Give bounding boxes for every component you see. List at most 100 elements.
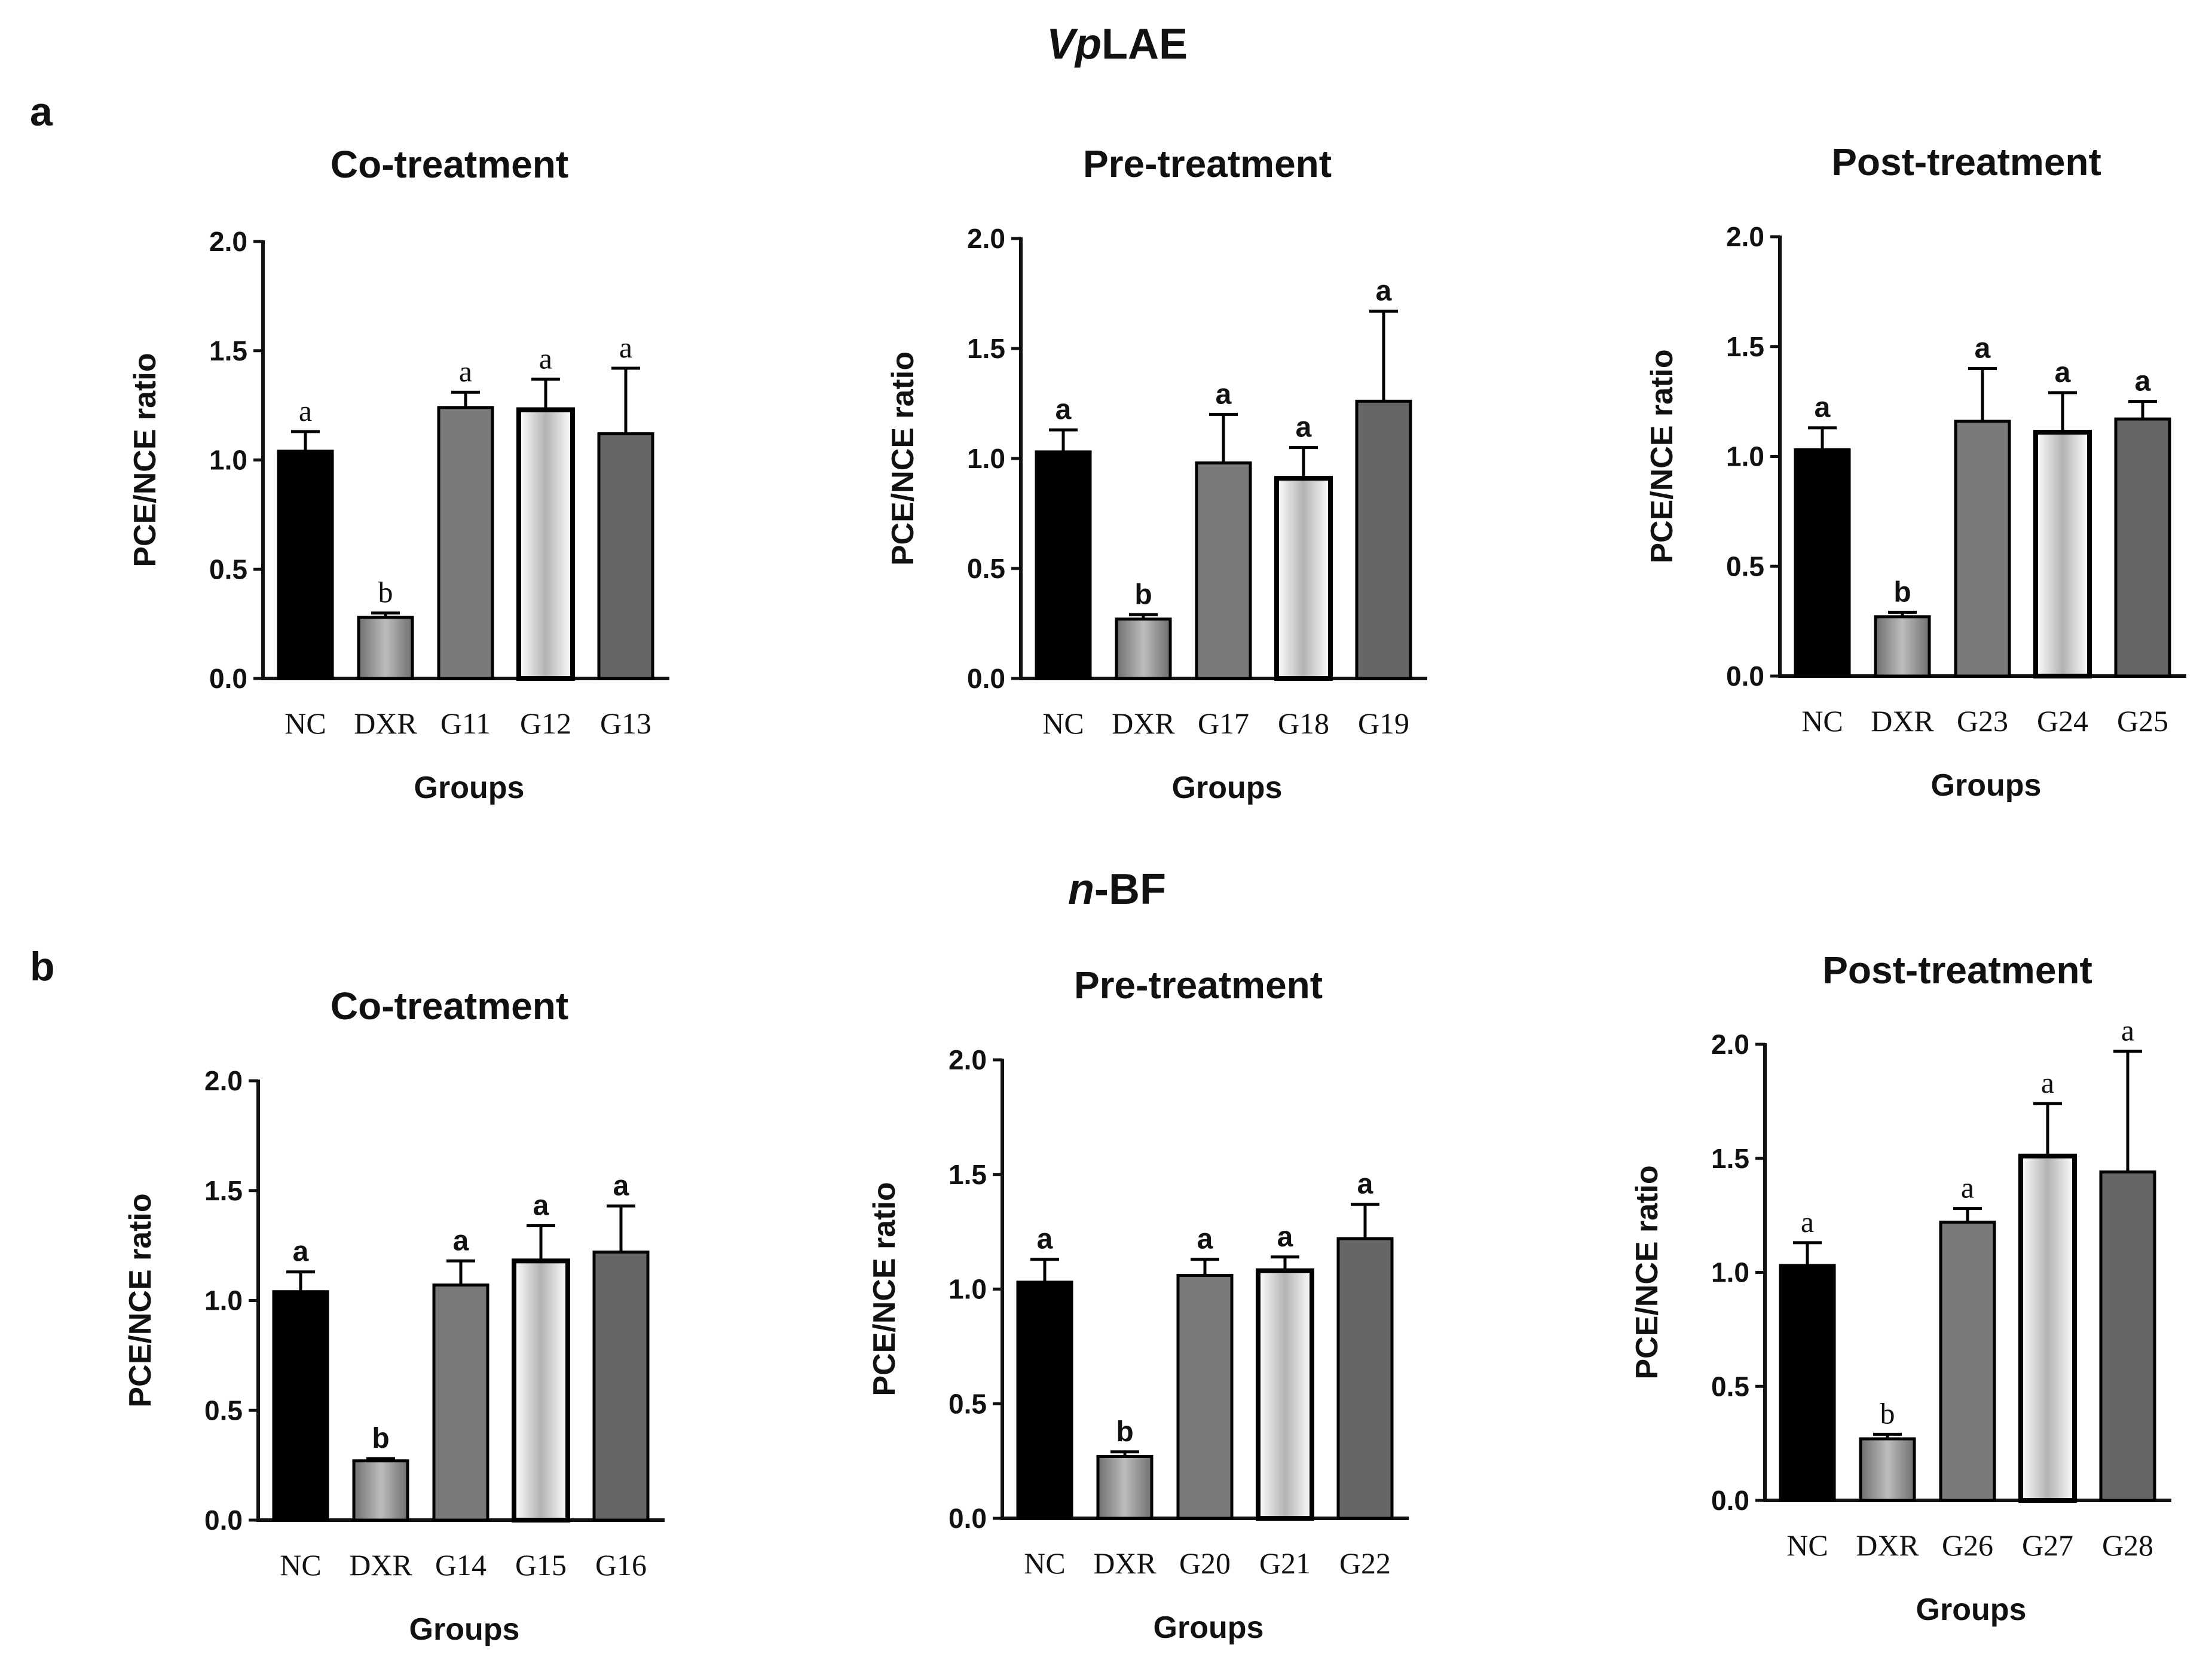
- x-tick-label: G14: [435, 1548, 487, 1582]
- panel-label-b: b: [30, 944, 55, 989]
- y-tick-label: 1.5: [204, 1175, 243, 1206]
- bar-g14: [432, 1283, 489, 1522]
- y-tick-label: 2.0: [967, 223, 1005, 254]
- x-tick-label: G21: [1259, 1546, 1311, 1580]
- bar-g13: [597, 432, 654, 680]
- y-tick-label: 2.0: [949, 1044, 987, 1075]
- bar-nc: [1035, 450, 1092, 680]
- y-axis-label: PCE/NCE ratio: [1645, 349, 1679, 563]
- x-tick-label: NC: [1024, 1546, 1065, 1580]
- x-tick-label: NC: [1801, 704, 1843, 738]
- x-tick-label: G22: [1339, 1546, 1391, 1580]
- significance-label: a: [2121, 1013, 2134, 1047]
- y-tick-label: 1.5: [209, 335, 247, 366]
- x-tick-label: NC: [1042, 707, 1084, 740]
- significance-label: b: [1893, 576, 1911, 608]
- section-title-nbf: n-BF: [1068, 866, 1166, 913]
- significance-label: a: [1037, 1224, 1053, 1255]
- x-tick-label: NC: [280, 1548, 321, 1582]
- y-tick-label: 0.5: [204, 1395, 243, 1426]
- y-tick-label: 1.0: [204, 1285, 243, 1316]
- x-tick-label: G11: [440, 707, 491, 740]
- section-title-vplae: VpLAE: [1047, 20, 1188, 68]
- bar-nc: [1794, 448, 1851, 678]
- x-tick-label: G25: [2117, 704, 2168, 738]
- significance-label: a: [1357, 1169, 1373, 1200]
- chart-title: Post-treatment: [1822, 949, 2092, 992]
- chart-vplae-pre-treatment: Pre-treatment 0.0 0.5 1.0 1.5 2.0 PCE/NCE rati…: [886, 142, 1427, 805]
- y-axis-label: PCE/NCE ratio: [123, 1193, 158, 1407]
- chart-title: Pre-treatment: [1074, 964, 1323, 1007]
- significance-label: a: [1277, 1221, 1293, 1253]
- chart-vplae-co-treatment: Co-treatment 0.0 0.5 1.0 1.5 2.0 PCE/NCE ratio…: [128, 143, 669, 805]
- panel-label-a: a: [30, 89, 53, 134]
- x-axis-label: Groups: [409, 1612, 520, 1647]
- significance-label: a: [1197, 1224, 1213, 1255]
- y-axis-label: PCE/NCE ratio: [886, 351, 920, 565]
- bar-nc: [272, 1290, 329, 1522]
- x-tick-label: DXR: [1871, 704, 1934, 738]
- x-tick-label: G16: [595, 1548, 647, 1582]
- x-tick-label: DXR: [1856, 1528, 1919, 1562]
- y-tick-label: 0.0: [1726, 661, 1764, 692]
- significance-label: a: [539, 341, 552, 375]
- x-axis-label: Groups: [1916, 1592, 2027, 1627]
- x-axis-label: Groups: [1154, 1610, 1264, 1645]
- significance-label: b: [372, 1423, 389, 1454]
- bar-g15: [512, 1258, 570, 1523]
- x-tick-label: NC: [284, 707, 326, 740]
- significance-label: b: [378, 575, 393, 609]
- bar-g24: [2033, 430, 2092, 678]
- significance-label: a: [2135, 366, 2151, 398]
- bar-g22: [1336, 1237, 1394, 1520]
- y-tick-label: 0.5: [1711, 1371, 1749, 1402]
- y-axis-label: PCE/NCE ratio: [867, 1182, 902, 1396]
- x-tick-label: G24: [2037, 704, 2088, 738]
- x-tick-label: G26: [1942, 1528, 1993, 1562]
- y-axis-label: PCE/NCE ratio: [128, 353, 163, 567]
- y-tick-label: 1.5: [1711, 1143, 1749, 1174]
- x-tick-label: NC: [1786, 1528, 1828, 1562]
- bar-g27: [2018, 1153, 2077, 1503]
- significance-label: a: [1801, 1205, 1814, 1239]
- y-tick-label: 2.0: [204, 1065, 243, 1096]
- y-tick-label: 1.0: [967, 443, 1005, 474]
- significance-label: a: [1815, 392, 1831, 424]
- y-tick-label: 0.0: [204, 1505, 243, 1536]
- y-tick-label: 0.5: [949, 1388, 987, 1419]
- significance-label: a: [1975, 333, 1991, 365]
- x-tick-label: G15: [515, 1548, 567, 1582]
- y-tick-label: 0.0: [1711, 1485, 1749, 1516]
- bar-g11: [437, 406, 494, 680]
- y-tick-label: 0.5: [209, 554, 247, 585]
- significance-label: a: [453, 1225, 469, 1257]
- bar-g18: [1274, 476, 1333, 681]
- x-tick-label: G17: [1198, 707, 1249, 740]
- significance-label: a: [619, 331, 632, 364]
- chart-nbf-post-treatment: Post-treatment 0.0 0.5 1.0 1.5 2.0 PCE/NCE rat…: [1630, 949, 2171, 1627]
- chart-title: Co-treatment: [331, 143, 568, 186]
- y-tick-label: 1.0: [1726, 441, 1764, 472]
- bar-g19: [1355, 399, 1412, 680]
- x-tick-label: G19: [1358, 707, 1409, 740]
- y-tick-label: 1.0: [209, 445, 247, 476]
- significance-label: a: [1296, 412, 1312, 444]
- bar-nc: [1779, 1264, 1836, 1502]
- x-axis-label: Groups: [414, 771, 525, 805]
- y-tick-label: 1.5: [967, 333, 1005, 364]
- y-tick-label: 2.0: [1711, 1029, 1749, 1060]
- chart-title: Co-treatment: [331, 985, 568, 1028]
- y-tick-label: 0.5: [1726, 551, 1764, 582]
- significance-label: a: [1961, 1171, 1974, 1205]
- significance-label: a: [1376, 275, 1392, 307]
- y-axis-label: PCE/NCE ratio: [1630, 1165, 1665, 1379]
- bar-nc: [277, 450, 334, 680]
- significance-label: a: [459, 354, 472, 388]
- bar-nc: [1016, 1280, 1073, 1520]
- chart-title: Post-treatment: [1831, 140, 2101, 184]
- bar-dxr: [352, 1459, 409, 1522]
- x-tick-label: DXR: [1112, 707, 1175, 740]
- bar-dxr: [1115, 617, 1172, 680]
- significance-label: b: [1880, 1396, 1895, 1430]
